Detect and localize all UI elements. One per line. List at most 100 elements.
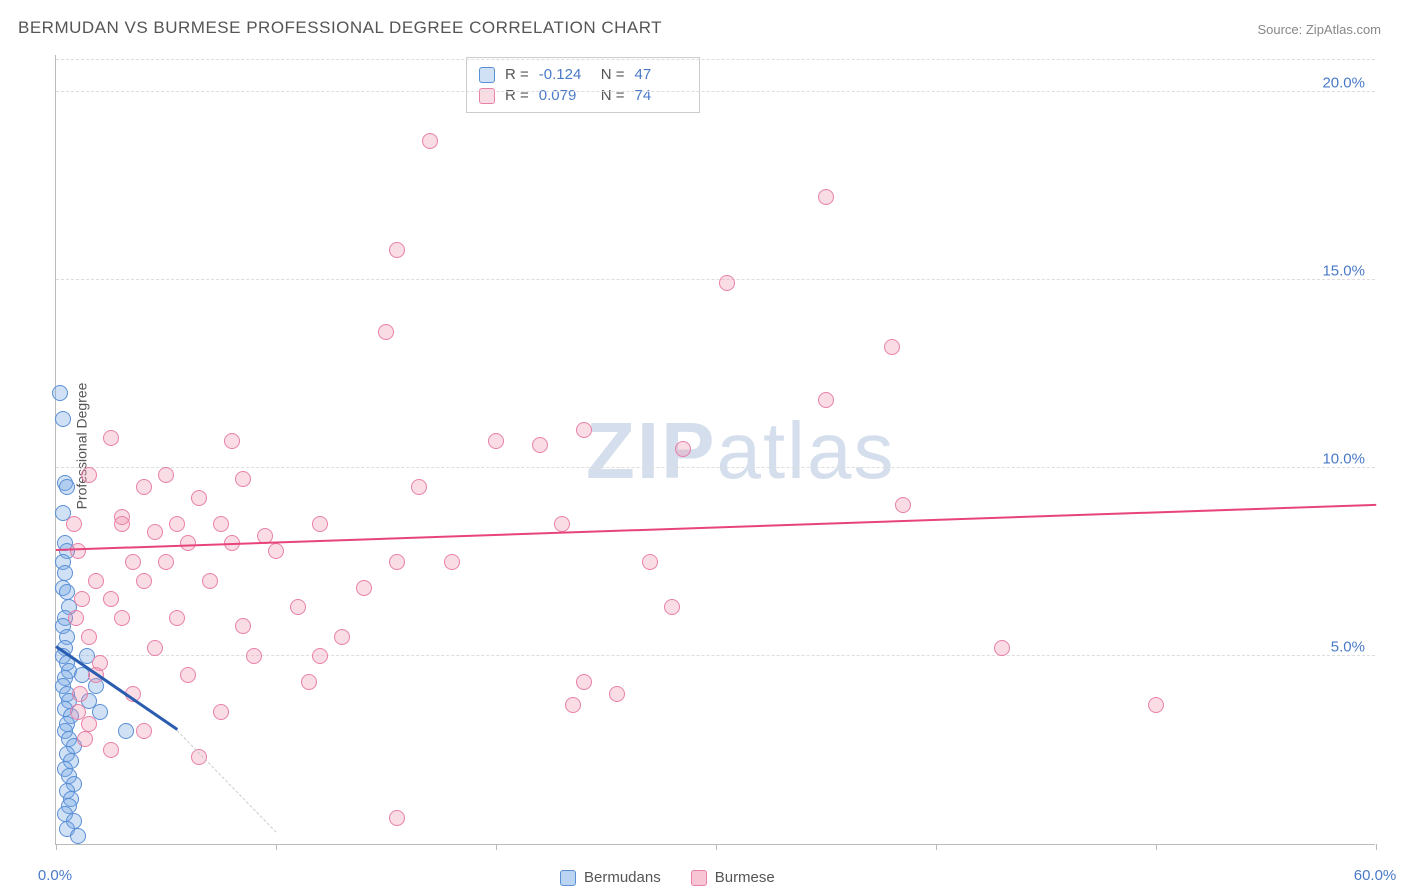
scatter-point xyxy=(70,543,86,559)
scatter-point xyxy=(180,535,196,551)
scatter-point xyxy=(158,467,174,483)
scatter-point xyxy=(488,433,504,449)
scatter-point xyxy=(576,674,592,690)
stat-r-value: -0.124 xyxy=(539,66,591,83)
scatter-point xyxy=(334,629,350,645)
scatter-point xyxy=(213,516,229,532)
scatter-point xyxy=(136,573,152,589)
scatter-point xyxy=(57,565,73,581)
watermark: ZIPatlas xyxy=(586,405,895,497)
scatter-point xyxy=(81,629,97,645)
scatter-point xyxy=(444,554,460,570)
scatter-point xyxy=(59,479,75,495)
y-tick-label: 15.0% xyxy=(1322,262,1365,279)
scatter-point xyxy=(81,467,97,483)
scatter-point xyxy=(290,599,306,615)
chart-title: BERMUDAN VS BURMESE PROFESSIONAL DEGREE … xyxy=(18,18,662,38)
trend-line xyxy=(177,730,277,832)
gridline-horizontal xyxy=(56,91,1375,92)
scatter-point xyxy=(180,667,196,683)
scatter-point xyxy=(66,516,82,532)
scatter-point xyxy=(356,580,372,596)
bermudans-swatch xyxy=(479,67,495,83)
legend-label: Burmese xyxy=(715,869,775,886)
scatter-point xyxy=(114,516,130,532)
scatter-point xyxy=(301,674,317,690)
x-tick xyxy=(936,844,937,850)
scatter-point xyxy=(312,648,328,664)
scatter-point xyxy=(818,189,834,205)
scatter-point xyxy=(1148,697,1164,713)
gridline-horizontal xyxy=(56,467,1375,468)
scatter-point xyxy=(389,242,405,258)
scatter-point xyxy=(576,422,592,438)
stat-n-value: 47 xyxy=(635,66,687,83)
scatter-point xyxy=(389,554,405,570)
stat-n-label: N = xyxy=(601,66,625,83)
scatter-point xyxy=(884,339,900,355)
scatter-point xyxy=(664,599,680,615)
trend-line xyxy=(56,503,1376,550)
scatter-point xyxy=(103,591,119,607)
scatter-point xyxy=(136,479,152,495)
scatter-point xyxy=(411,479,427,495)
scatter-point xyxy=(77,731,93,747)
x-tick xyxy=(1156,844,1157,850)
scatter-point xyxy=(213,704,229,720)
scatter-point xyxy=(136,723,152,739)
scatter-point xyxy=(125,554,141,570)
scatter-point xyxy=(158,554,174,570)
scatter-point xyxy=(389,810,405,826)
y-tick-label: 5.0% xyxy=(1331,638,1365,655)
scatter-point xyxy=(719,275,735,291)
scatter-point xyxy=(246,648,262,664)
x-tick xyxy=(496,844,497,850)
scatter-point xyxy=(169,610,185,626)
scatter-point xyxy=(565,697,581,713)
scatter-point xyxy=(609,686,625,702)
scatter-point xyxy=(74,591,90,607)
scatter-point xyxy=(118,723,134,739)
scatter-point xyxy=(114,610,130,626)
scatter-point xyxy=(554,516,570,532)
x-tick xyxy=(1376,844,1377,850)
scatter-point xyxy=(70,828,86,844)
scatter-point xyxy=(994,640,1010,656)
scatter-point xyxy=(52,385,68,401)
scatter-point xyxy=(147,524,163,540)
scatter-point xyxy=(895,497,911,513)
scatter-point xyxy=(72,686,88,702)
stat-r-value: 0.079 xyxy=(539,87,591,104)
scatter-point xyxy=(147,640,163,656)
legend-item-bermudans: Bermudans xyxy=(560,869,661,886)
gridline-horizontal xyxy=(56,59,1375,60)
bermudans-swatch xyxy=(560,870,576,886)
scatter-point xyxy=(55,411,71,427)
stat-n-label: N = xyxy=(601,87,625,104)
burmese-swatch xyxy=(691,870,707,886)
scatter-point xyxy=(103,742,119,758)
stat-r-label: R = xyxy=(505,87,529,104)
stats-legend-box: R = -0.124 N = 47 R = 0.079 N = 74 xyxy=(466,57,700,113)
scatter-point xyxy=(818,392,834,408)
scatter-point xyxy=(378,324,394,340)
legend-item-burmese: Burmese xyxy=(691,869,775,886)
stat-r-label: R = xyxy=(505,66,529,83)
gridline-horizontal xyxy=(56,279,1375,280)
scatter-point xyxy=(235,618,251,634)
y-tick-label: 20.0% xyxy=(1322,74,1365,91)
x-tick xyxy=(276,844,277,850)
scatter-point xyxy=(59,584,75,600)
scatter-point xyxy=(68,610,84,626)
x-tick-label: 0.0% xyxy=(38,867,72,884)
scatter-point xyxy=(224,433,240,449)
scatter-point xyxy=(422,133,438,149)
scatter-point xyxy=(169,516,185,532)
scatter-point xyxy=(202,573,218,589)
plot-area: ZIPatlas R = -0.124 N = 47 R = 0.079 N =… xyxy=(55,55,1375,845)
stat-n-value: 74 xyxy=(635,87,687,104)
scatter-point xyxy=(532,437,548,453)
scatter-point xyxy=(675,441,691,457)
scatter-point xyxy=(103,430,119,446)
scatter-point xyxy=(642,554,658,570)
